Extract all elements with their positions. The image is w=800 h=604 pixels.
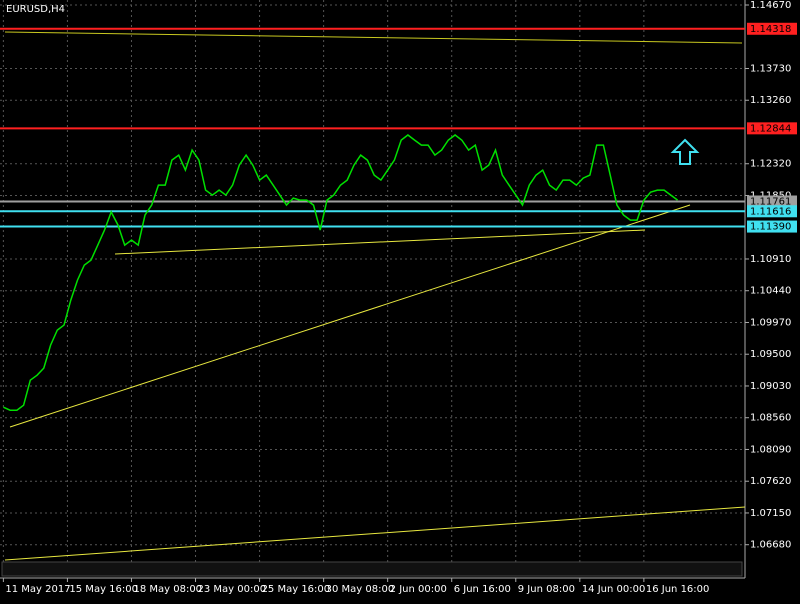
level-label: 1.11390 xyxy=(750,222,791,233)
x-tick-label: 14 Jun 00:00 xyxy=(582,584,646,595)
arrow-up xyxy=(670,138,700,165)
chart-title: EURUSD,H4 xyxy=(6,4,65,15)
x-tick-label: 18 May 08:00 xyxy=(133,584,202,595)
y-tick-label: 1.10910 xyxy=(750,254,791,265)
x-tick-label: 25 May 16:00 xyxy=(262,584,331,595)
x-tick-label: 16 Jun 16:00 xyxy=(646,584,710,595)
y-tick-label: 1.09970 xyxy=(750,317,791,328)
x-tick-label: 15 May 16:00 xyxy=(69,584,138,595)
y-tick-label: 1.12320 xyxy=(750,159,791,170)
y-tick-label: 1.07620 xyxy=(750,476,791,487)
x-tick-label: 6 Jun 16:00 xyxy=(454,584,511,595)
x-tick-label: 2 Jun 00:00 xyxy=(390,584,447,595)
y-tick-label: 1.08560 xyxy=(750,413,791,424)
level-label-box xyxy=(747,195,797,208)
x-tick-label: 23 May 00:00 xyxy=(198,584,267,595)
y-tick-label: 1.08090 xyxy=(750,444,791,455)
y-tick-label: 1.13730 xyxy=(750,63,791,74)
y-tick-label: 1.09030 xyxy=(750,381,791,392)
level-label-box xyxy=(747,220,797,233)
level-label: 1.12844 xyxy=(750,123,791,134)
time-strip xyxy=(1,561,743,577)
trendline xyxy=(114,229,646,255)
y-tick-label: 1.10440 xyxy=(750,286,791,297)
y-tick-label: 1.14670 xyxy=(750,0,791,11)
trendline xyxy=(4,31,743,44)
x-tick-label: 30 May 08:00 xyxy=(326,584,395,595)
level-label: 1.14318 xyxy=(750,24,791,35)
y-tick-label: 1.13260 xyxy=(750,95,791,106)
grid xyxy=(0,0,745,562)
trendline xyxy=(4,506,746,561)
trendlines xyxy=(4,31,746,561)
level-label-box xyxy=(747,122,797,135)
trendline xyxy=(9,204,691,428)
price-line xyxy=(3,134,679,411)
x-tick-label: 11 May 2017 xyxy=(5,584,70,595)
y-tick-label: 1.09500 xyxy=(750,349,791,360)
y-tick-label: 1.06680 xyxy=(750,540,791,551)
x-tick-label: 9 Jun 08:00 xyxy=(518,584,575,595)
level-label-box xyxy=(747,22,797,35)
level-label: 1.11761 xyxy=(750,196,791,207)
level-label-box xyxy=(747,205,797,218)
y-tick-label: 1.07150 xyxy=(750,508,791,519)
level-label: 1.11616 xyxy=(750,206,791,217)
